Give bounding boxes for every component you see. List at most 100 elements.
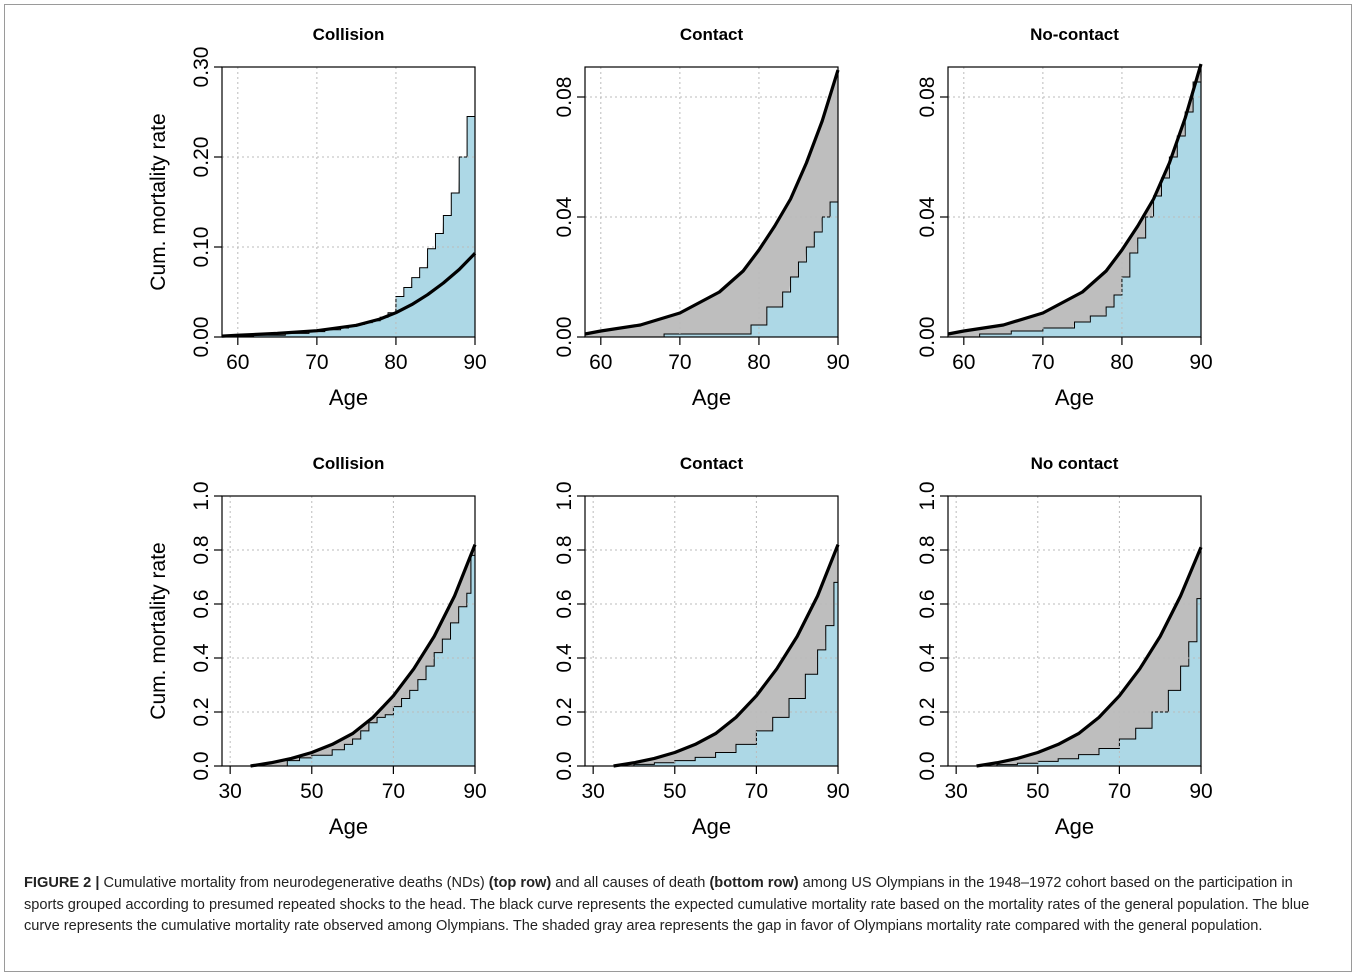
gap-area <box>585 70 838 337</box>
observed-step-area <box>221 116 476 338</box>
figure-panels: Collision 60 70 80 90 0.00 0.10 0.20 0.30 Age Cum.… <box>147 25 1213 839</box>
y-tick-label: 0.2 <box>190 697 213 726</box>
x-tick-label: 50 <box>300 780 323 803</box>
y-tick-label: 0.00 <box>553 317 576 358</box>
y-tick-label: 0.8 <box>916 535 939 564</box>
x-tick-label: 90 <box>463 351 486 374</box>
figure-frame <box>4 4 1352 972</box>
x-axis-label: Age <box>692 814 731 839</box>
y-tick-label: 0.0 <box>916 751 939 780</box>
y-tick-label: 1.0 <box>553 481 576 510</box>
x-tick-label: 90 <box>826 351 849 374</box>
observed-step-area <box>250 554 476 767</box>
expected-curve <box>221 252 477 338</box>
plot-box <box>221 495 476 767</box>
x-axis-label: Age <box>329 385 368 410</box>
observed-step-area <box>585 201 839 338</box>
expected-curve <box>947 63 1203 336</box>
figure-caption: FIGURE 2 | Cumulative mortality from neu… <box>24 873 1329 938</box>
panel-title: No contact <box>1031 454 1119 473</box>
plot-box <box>947 495 1202 767</box>
panel-title: Contact <box>680 454 744 473</box>
y-tick-label: 1.0 <box>190 481 213 510</box>
x-tick-label: 30 <box>944 780 967 803</box>
caption-top-row: (top row) <box>488 875 552 891</box>
plot-box <box>947 66 1202 338</box>
panel-5: Contact 30 50 70 90 0.0 0.2 0.4 0.6 0.8 1.0 Age <box>553 454 850 839</box>
y-axis-label: Cum. mortality rate <box>147 542 170 719</box>
expected-curve <box>613 544 840 768</box>
x-tick-label: 70 <box>1031 351 1054 374</box>
x-tick-label: 80 <box>747 351 770 374</box>
caption-lead: FIGURE 2 | <box>24 875 100 891</box>
panel-title: Collision <box>313 454 385 473</box>
y-tick-label: 1.0 <box>916 481 939 510</box>
caption-text-1: Cumulative mortality from neurodegenerat… <box>99 875 489 891</box>
x-tick-label: 60 <box>226 351 249 374</box>
gap-area <box>976 547 1201 766</box>
x-axis-label: Age <box>1055 385 1094 410</box>
gap-area <box>250 544 475 766</box>
y-tick-label: 0.4 <box>553 643 576 673</box>
y-tick-label: 0.30 <box>190 47 213 88</box>
panel-title: Collision <box>313 25 385 44</box>
y-tick-label: 0.8 <box>553 535 576 564</box>
plot-box <box>221 66 476 338</box>
panel-1: Collision 60 70 80 90 0.00 0.10 0.20 0.30 Age Cum.… <box>147 25 487 410</box>
x-tick-label: 70 <box>745 780 768 803</box>
y-tick-label: 0.0 <box>553 751 576 780</box>
observed-step-area <box>976 598 1202 767</box>
caption-text-3: among US Olympians in the 1948–1972 coho… <box>24 875 1310 934</box>
panel-3: No-contact 60 70 80 90 0.00 0.04 0.08 Age <box>916 25 1213 410</box>
y-tick-label: 0.4 <box>916 643 939 673</box>
plot-box <box>584 495 839 767</box>
x-tick-label: 90 <box>1189 780 1212 803</box>
plot-box <box>584 66 839 338</box>
y-tick-label: 0.6 <box>916 589 939 618</box>
expected-curve <box>250 544 477 768</box>
y-tick-label: 0.6 <box>190 589 213 618</box>
y-axis-label: Cum. mortality rate <box>147 113 170 290</box>
x-tick-label: 80 <box>1110 351 1133 374</box>
x-tick-label: 50 <box>663 780 686 803</box>
caption-bottom-row: (bottom row) <box>709 875 799 891</box>
observed-step-area <box>613 581 839 767</box>
panel-title: Contact <box>680 25 744 44</box>
y-tick-label: 0.10 <box>190 227 213 268</box>
y-tick-label: 0.04 <box>916 196 939 237</box>
x-tick-label: 70 <box>1108 780 1131 803</box>
x-tick-label: 90 <box>1189 351 1212 374</box>
expected-curve <box>584 69 840 336</box>
panel-title: No-contact <box>1030 25 1119 44</box>
x-tick-label: 70 <box>668 351 691 374</box>
y-tick-label: 0.6 <box>553 589 576 618</box>
y-tick-label: 0.04 <box>553 196 576 237</box>
y-tick-label: 0.08 <box>553 77 576 118</box>
y-tick-label: 0.4 <box>190 643 213 673</box>
x-axis-label: Age <box>1055 814 1094 839</box>
x-axis-label: Age <box>692 385 731 410</box>
x-tick-label: 60 <box>952 351 975 374</box>
y-tick-label: 0.08 <box>916 77 939 118</box>
x-tick-label: 50 <box>1026 780 1049 803</box>
x-tick-label: 70 <box>382 780 405 803</box>
x-tick-label: 60 <box>589 351 612 374</box>
panel-4: Collision 30 50 70 90 0.0 0.2 0.4 0.6 0.8 1.0 Age Cu… <box>147 454 487 839</box>
x-tick-label: 70 <box>305 351 328 374</box>
panel-6: No contact 30 50 70 90 0.0 0.2 0.4 0.6 0.8 1.0 Age <box>916 454 1213 839</box>
expected-curve <box>976 546 1203 768</box>
y-tick-label: 0.2 <box>553 697 576 726</box>
y-tick-label: 0.00 <box>916 317 939 358</box>
gap-area <box>613 544 838 766</box>
x-tick-label: 30 <box>218 780 241 803</box>
y-tick-label: 0.0 <box>190 751 213 780</box>
x-axis-label: Age <box>329 814 368 839</box>
y-tick-label: 0.2 <box>916 697 939 726</box>
x-tick-label: 90 <box>826 780 849 803</box>
x-tick-label: 80 <box>384 351 407 374</box>
x-tick-label: 30 <box>581 780 604 803</box>
caption-text-2: and all causes of death <box>551 875 710 891</box>
y-tick-label: 0.8 <box>190 535 213 564</box>
y-tick-label: 0.00 <box>190 317 213 358</box>
x-tick-label: 90 <box>463 780 486 803</box>
